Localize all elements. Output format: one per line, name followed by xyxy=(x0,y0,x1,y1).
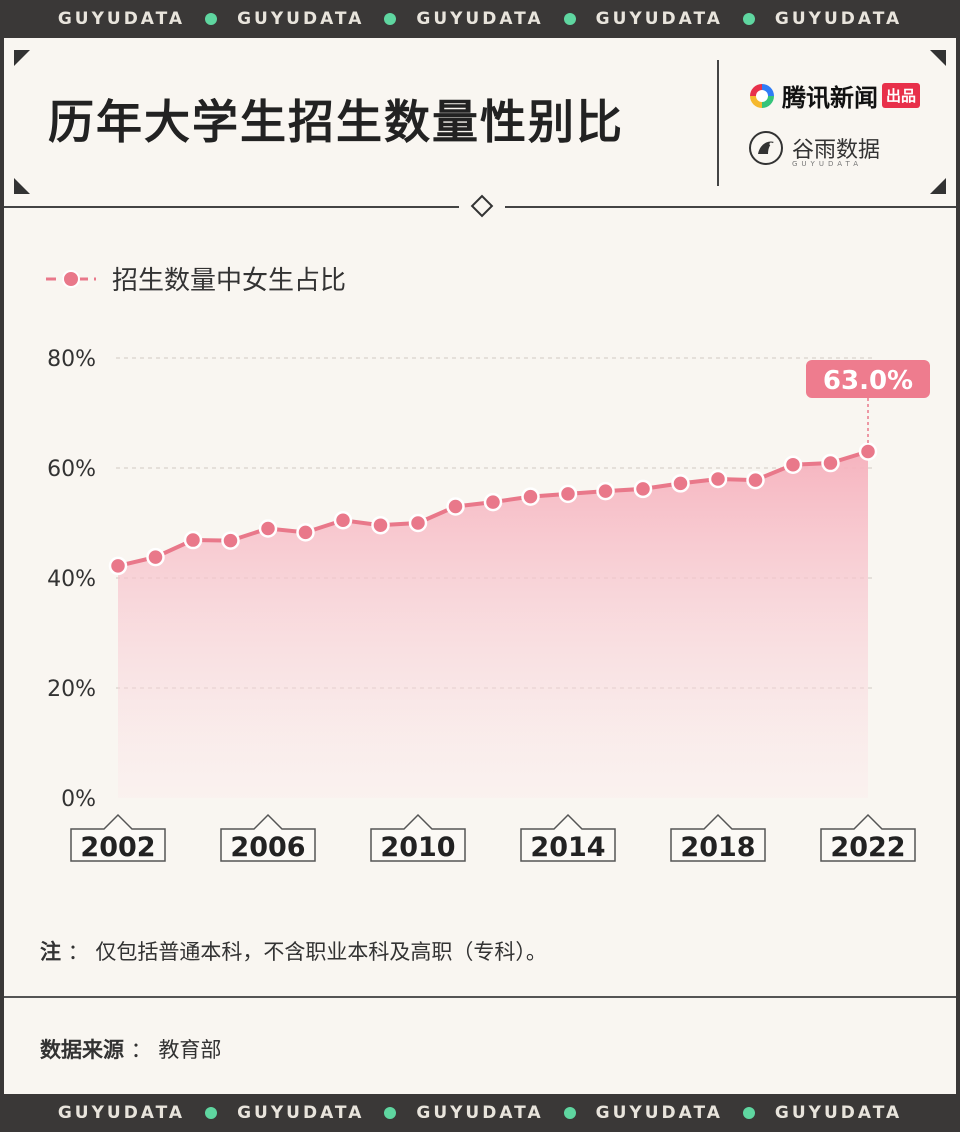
data-point xyxy=(783,455,803,474)
line-area-chart: 0%20%40%60%80% 2002 2006 2010 2014 2018 2022 … xyxy=(47,347,930,863)
data-point xyxy=(521,487,540,506)
svg-text:2006: 2006 xyxy=(230,832,305,863)
data-point xyxy=(221,531,240,550)
svg-text:2002: 2002 xyxy=(80,832,155,863)
banner-text: GUYUDATA xyxy=(595,9,723,29)
section-divider xyxy=(4,206,459,208)
brand-name: 腾讯新闻 xyxy=(782,84,878,112)
svg-text:2018: 2018 xyxy=(680,832,755,863)
footnote: 注 ： 仅包括普通本科，不含职业本科及高职（专科）。 xyxy=(40,936,547,966)
x-tick-label: 2010 xyxy=(370,813,466,863)
top-banner: GUYUDATA GUYUDATA GUYUDATA GUYUDATA GUYU… xyxy=(0,0,960,38)
corner-mark xyxy=(14,178,30,194)
banner-dot xyxy=(205,1107,218,1119)
annotation: 63.0% xyxy=(806,360,930,444)
source-text: 教育部 xyxy=(158,1038,222,1062)
banner-dot xyxy=(742,13,755,25)
data-point xyxy=(296,523,315,542)
annotation-badge xyxy=(806,360,930,398)
page-title: 历年大学生招生数量性别比 xyxy=(48,95,624,149)
banner-text: GUYUDATA xyxy=(416,1103,544,1123)
y-tick-label: 80% xyxy=(47,347,96,372)
banner-text: GUYUDATA xyxy=(416,9,544,29)
banner-text: GUYUDATA xyxy=(57,9,186,29)
data-point xyxy=(183,530,203,550)
source-separator: ： xyxy=(130,1038,152,1062)
footer-divider xyxy=(4,996,956,998)
x-tick-label: 2002 xyxy=(70,813,166,863)
legend-label: 招生数量中女生占比 xyxy=(112,266,347,296)
data-point xyxy=(408,513,428,533)
corner-mark xyxy=(14,50,30,66)
section-divider xyxy=(505,206,956,208)
data-points xyxy=(108,442,878,576)
y-axis-labels: 0% 20% 40% 60% 80% xyxy=(47,347,96,812)
data-point xyxy=(558,484,578,504)
svg-text:2022: 2022 xyxy=(830,832,905,863)
banner-dot xyxy=(563,13,576,25)
data-point xyxy=(108,556,128,576)
legend-marker-icon xyxy=(46,269,96,288)
brand-tag: 出品 xyxy=(882,83,921,108)
brand-name: 谷雨数据 xyxy=(792,138,881,163)
x-tick-label: 2014 xyxy=(520,813,616,863)
corner-mark xyxy=(930,178,946,194)
note-text: 仅包括普通本科，不含职业本科及高职（专科）。 xyxy=(95,940,547,964)
banner-text: GUYUDATA xyxy=(774,1103,903,1123)
source-label: 数据来源 xyxy=(40,1038,124,1062)
tencent-news-logo-icon xyxy=(750,83,774,108)
header-divider xyxy=(717,60,719,186)
note-label: 注 xyxy=(40,940,61,964)
data-point xyxy=(333,511,353,530)
y-tick-label: 60% xyxy=(47,457,96,482)
chart-legend: 招生数量中女生占比 xyxy=(44,260,346,297)
data-point xyxy=(858,442,878,461)
brand-tencent-news: 腾讯新闻 出品 xyxy=(748,78,921,113)
data-source: 数据来源 ： 教育部 xyxy=(40,1034,221,1064)
y-tick-label: 40% xyxy=(47,567,96,592)
x-axis-labels: 2002 2006 2010 2014 2018 2022 xyxy=(70,813,916,863)
annotation-label: 63.0% xyxy=(823,366,913,396)
brand-subtitle: GUYUDATA xyxy=(792,160,862,168)
brand-guyu-data: 谷雨数据 GUYUDATA xyxy=(748,130,881,168)
banner-text: GUYUDATA xyxy=(774,9,903,29)
data-point xyxy=(596,481,615,501)
data-point xyxy=(746,470,765,490)
banner-text: GUYUDATA xyxy=(57,1103,186,1123)
x-tick-label: 2018 xyxy=(670,813,766,863)
banner-dot xyxy=(742,1107,755,1119)
y-tick-label: 20% xyxy=(47,677,96,702)
chart-card: 历年大学生招生数量性别比 腾讯新闻 出品 谷雨数据 GUYUDATA 招生数量中… xyxy=(4,38,956,1094)
banner-dot xyxy=(384,13,397,25)
data-point xyxy=(146,547,165,567)
banner-text: GUYUDATA xyxy=(237,9,365,29)
data-point xyxy=(633,479,653,499)
guyu-bird-logo-icon xyxy=(749,131,783,165)
bottom-banner: GUYUDATA GUYUDATA GUYUDATA GUYUDATA GUYU… xyxy=(0,1094,960,1132)
data-point xyxy=(446,497,465,516)
y-tick-label: 0% xyxy=(61,787,96,812)
data-point xyxy=(258,519,278,538)
corner-mark xyxy=(930,50,946,66)
banner-dot xyxy=(563,1107,576,1119)
x-tick-label: 2022 xyxy=(820,813,916,863)
banner-dot xyxy=(384,1107,397,1119)
svg-text:2010: 2010 xyxy=(380,832,455,863)
data-point xyxy=(671,474,690,493)
banner-text: GUYUDATA xyxy=(237,1103,365,1123)
data-point xyxy=(821,453,840,473)
note-separator: ： xyxy=(67,940,89,964)
svg-text:2014: 2014 xyxy=(530,832,605,863)
data-point xyxy=(708,469,728,489)
data-point xyxy=(371,515,390,535)
banner-text: GUYUDATA xyxy=(595,1103,723,1123)
data-point xyxy=(483,492,503,512)
banner-dot xyxy=(205,13,218,25)
x-tick-label: 2006 xyxy=(220,813,316,863)
